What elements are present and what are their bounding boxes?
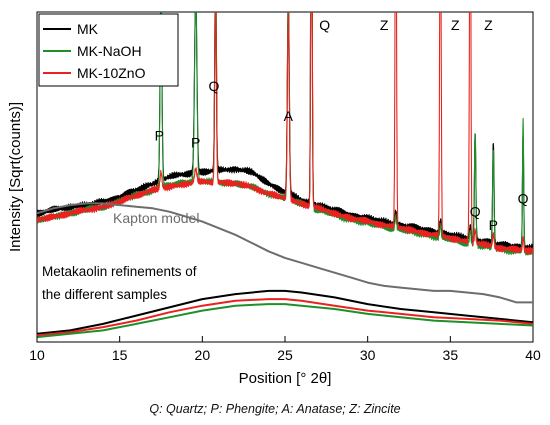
annotations: Kapton model Metakaolin refinements of the…	[42, 210, 199, 302]
peak-label-a: A	[284, 108, 294, 124]
peak-label-z: Z	[484, 17, 493, 33]
series-line-mk	[37, 12, 533, 252]
series-line-kapton-model	[37, 202, 533, 304]
series-layer	[37, 12, 533, 339]
x-axis: 10 15 20 25 30 35 40	[29, 336, 541, 363]
figure-caption: Q: Quartz; P: Phengite; A: Anatase; Z: Z…	[149, 402, 401, 416]
annotation-the-different-samples: the different samples	[42, 287, 167, 302]
series-line-mk-refinement	[37, 289, 533, 335]
x-tick-label: 20	[195, 347, 211, 363]
x-tick-label: 40	[525, 347, 541, 363]
peak-label-q: Q	[470, 204, 481, 220]
peak-label-q: Q	[319, 17, 330, 33]
peak-label-p: P	[489, 217, 498, 233]
x-tick-label: 15	[112, 347, 128, 363]
x-axis-title: Position [° 2θ]	[239, 370, 332, 387]
legend-label-mk-naoh: MK-NaOH	[77, 43, 142, 59]
peak-label-z: Z	[380, 17, 389, 33]
peak-label-z: Z	[451, 17, 460, 33]
x-tick-label: 30	[360, 347, 376, 363]
x-tick-label: 10	[29, 347, 45, 363]
series-line-mk-10zno-refinement	[37, 298, 533, 337]
annotation-metakaolin-refinements-of: Metakaolin refinements of	[42, 264, 197, 279]
x-tick-label: 35	[443, 347, 459, 363]
peak-label-p: P	[191, 134, 200, 150]
legend: MK MK-NaOH MK-10ZnO	[38, 13, 179, 87]
legend-label-mk-10zno: MK-10ZnO	[77, 65, 146, 81]
annotation-kapton-model: Kapton model	[113, 210, 199, 226]
y-axis-title: Intensity [Sqrt(counts)]	[7, 102, 24, 252]
legend-label-mk: MK	[77, 21, 99, 37]
peak-label-q: Q	[518, 190, 529, 206]
series-line-mk-10zno	[37, 12, 533, 255]
peak-label-q: Q	[208, 78, 219, 94]
x-tick-label: 25	[277, 347, 293, 363]
peak-label-p: P	[155, 128, 164, 144]
series-line-mk-naoh-refinement	[37, 303, 533, 339]
